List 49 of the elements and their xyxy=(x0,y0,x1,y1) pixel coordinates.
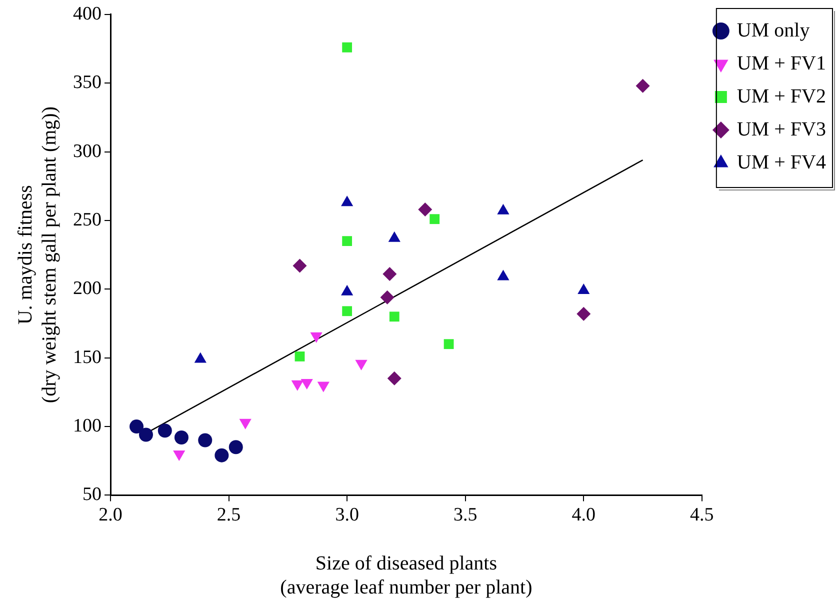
point xyxy=(292,258,307,273)
y-tick-label: 350 xyxy=(73,72,102,94)
point xyxy=(430,214,440,224)
legend-label: UM only xyxy=(736,19,810,42)
point xyxy=(291,380,304,391)
y-tick-label: 50 xyxy=(82,484,102,506)
x-tick-label: 4.5 xyxy=(690,504,714,526)
point xyxy=(342,42,352,52)
point xyxy=(576,306,591,321)
legend-label: UM + FV4 xyxy=(736,151,826,174)
point xyxy=(387,371,402,386)
point xyxy=(418,202,432,216)
point xyxy=(342,306,352,316)
y-tick-label: 300 xyxy=(73,140,102,162)
y-tick-label: 100 xyxy=(73,416,102,436)
y-tick-label: 150 xyxy=(73,346,102,368)
y-tick-label: 400 xyxy=(73,3,102,24)
point xyxy=(198,433,212,448)
point xyxy=(130,420,144,434)
point xyxy=(382,267,397,282)
point xyxy=(239,418,252,430)
point xyxy=(173,450,186,461)
legend-label: UM + FV3 xyxy=(736,118,826,140)
point xyxy=(228,440,243,454)
x-tick-label: 2.5 xyxy=(216,504,241,526)
point xyxy=(174,430,188,445)
point xyxy=(294,352,305,362)
legend-label: UM + FV2 xyxy=(736,85,826,108)
y-tick-label: 250 xyxy=(73,209,102,230)
point xyxy=(389,312,400,322)
point xyxy=(300,379,313,390)
point xyxy=(636,78,650,93)
x-tick-label: 2.0 xyxy=(98,504,122,526)
point xyxy=(444,339,454,350)
point xyxy=(380,290,394,304)
point xyxy=(317,382,330,392)
y-tick-label: 200 xyxy=(73,278,102,300)
point xyxy=(342,236,352,246)
x-tick-label: 4.0 xyxy=(572,504,596,526)
x-tick-label: 3.5 xyxy=(453,504,478,526)
point xyxy=(310,332,322,343)
x-tick-label: 3.0 xyxy=(335,504,359,526)
legend-label: UM + FV1 xyxy=(736,52,826,74)
point xyxy=(355,360,368,370)
point xyxy=(214,448,229,462)
point xyxy=(138,428,153,442)
x-axis-title: Size of diseased plants (average leaf number per plant) xyxy=(280,552,532,598)
y-axis-title: U. maydis fitness (dry weight stem gall per plant (mg)) xyxy=(14,106,60,404)
point xyxy=(158,424,172,438)
